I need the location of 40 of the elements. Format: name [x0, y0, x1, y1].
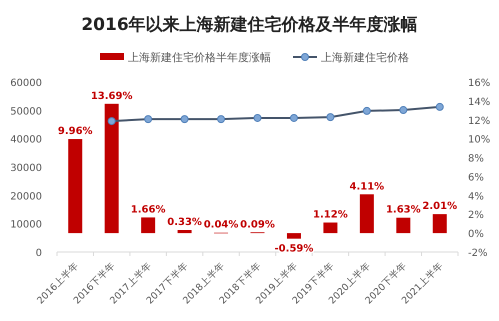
data-label: 4.11%: [350, 181, 384, 192]
data-label: -0.59%: [274, 244, 314, 255]
data-label: 0.04%: [204, 220, 238, 231]
y-tick-label: 20000: [10, 191, 42, 202]
y2-tick-label: 14%: [468, 96, 490, 108]
y2-tick-label: 4%: [468, 191, 484, 202]
bar: [286, 233, 301, 239]
y2-tick-label: -2%: [468, 248, 488, 259]
chart-title: 2016年以来上海新建住宅价格及半年度涨幅: [81, 15, 418, 35]
y2-tick-label: 8%: [468, 154, 484, 165]
y2-tick-label: 2%: [468, 210, 484, 222]
y2-tick-label: 16%: [468, 78, 490, 89]
data-label: 1.63%: [386, 204, 421, 216]
y-tick-label: 60000: [10, 78, 42, 89]
data-label: 1.12%: [313, 210, 348, 221]
data-label: 1.66%: [130, 204, 166, 216]
y-tick-label: 40000: [10, 134, 42, 146]
data-label: 0.33%: [167, 216, 202, 228]
y-tick-label: 10000: [10, 220, 42, 231]
data-label: 13.69%: [90, 90, 133, 102]
y2-tick-label: 10%: [468, 134, 490, 146]
bar: [323, 222, 338, 234]
data-label: 2.01%: [422, 201, 458, 212]
bar: [396, 218, 410, 234]
data-label: 9.96%: [58, 126, 93, 138]
bar: [104, 104, 119, 234]
y2-tick-label: 12%: [468, 116, 490, 127]
legend-label: 上海新建住宅价格半年度涨幅: [128, 51, 271, 64]
bar: [360, 194, 374, 234]
data-label: 0.09%: [240, 219, 275, 230]
y2-tick-label: 6%: [468, 172, 484, 184]
bar: [432, 214, 447, 234]
bar: [141, 217, 156, 234]
legend-label: 上海新建住宅价格: [321, 51, 409, 64]
y-tick-label: 0: [36, 248, 42, 259]
bar: [68, 139, 82, 234]
bar: [178, 230, 192, 234]
y2-tick-label: 0%: [468, 229, 484, 240]
y-tick-label: 30000: [10, 163, 42, 174]
y-tick-label: 50000: [10, 106, 42, 118]
